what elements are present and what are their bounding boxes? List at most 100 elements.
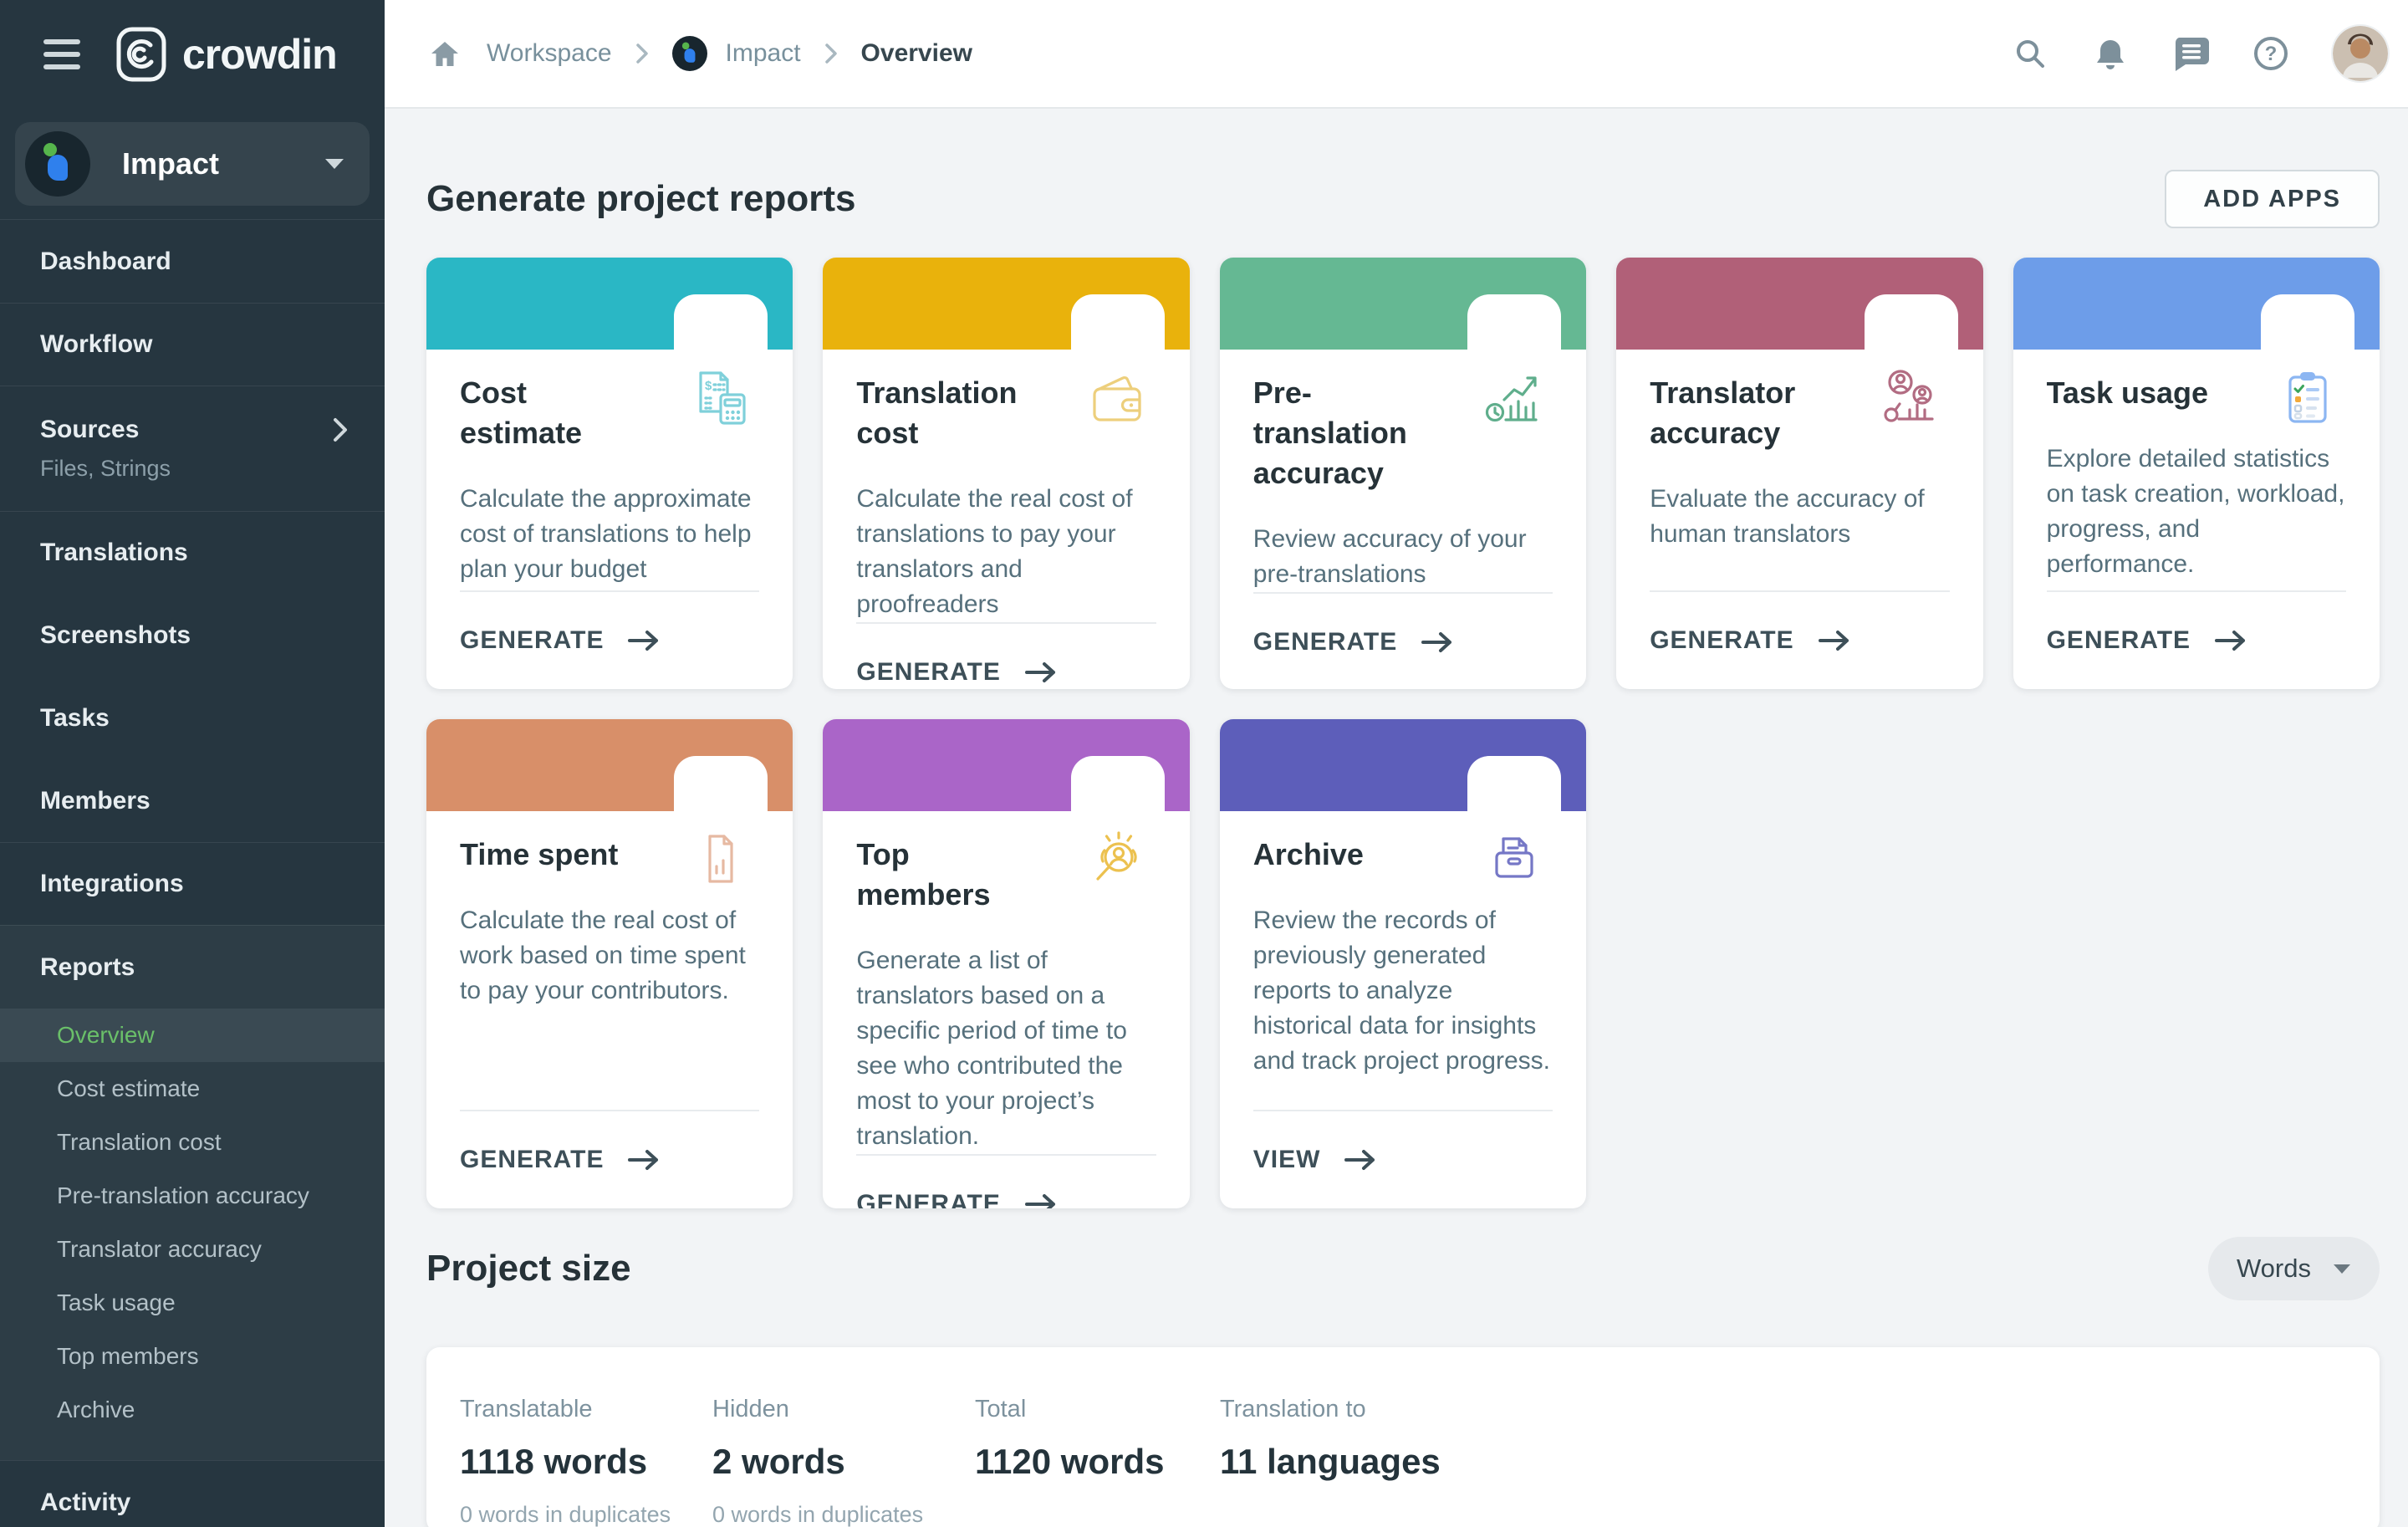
translators-stats-icon [1864,294,1958,422]
search-icon[interactable] [2012,35,2048,72]
card-pre-translation-accuracy: Pre-translation accuracy Review accuracy… [1219,258,1587,689]
help-icon[interactable]: ? [2252,35,2289,72]
card-description: Explore detailed statistics on task crea… [2046,445,2345,578]
invoice-calculator-icon: $ [674,294,768,425]
hamburger-menu-icon[interactable] [43,39,80,69]
arrow-right-icon [2214,629,2247,652]
card-description: Calculate the real cost of work based on… [460,906,746,1004]
sidebar-subitem-translation-cost[interactable]: Translation cost [57,1129,222,1155]
messages-icon[interactable] [2172,35,2209,72]
project-selector[interactable]: Impact [15,122,370,206]
stat-translation-to: Translation to 11 languages [1220,1396,1441,1481]
sidebar-subitem-archive[interactable]: Archive [57,1397,135,1422]
sidebar-item-workflow[interactable]: Workflow [0,303,385,386]
svg-text:$: $ [705,379,712,393]
chevron-right-icon [333,417,348,442]
topbar-actions: ? [2012,26,2388,81]
card-top-members: Top members Generate a list of translato… [823,719,1190,1208]
card-title: Time spent [460,837,619,871]
sidebar-nav: Dashboard Workflow Sources Files, String… [0,220,385,1527]
wallet-icon [1070,294,1165,421]
card-title: Translation cost [856,375,1018,450]
sidebar-item-reports[interactable]: Reports [40,952,135,981]
generate-pre-translation-accuracy-button[interactable]: GENERATE [1252,592,1553,689]
page-content: Generate project reports ADD APPS $ [385,109,2408,1527]
sidebar-reports-section: Reports Overview Cost estimate Translati… [0,925,385,1460]
sidebar-item-members[interactable]: Members [40,786,150,815]
sidebar-subitem-cost-estimate[interactable]: Cost estimate [57,1075,201,1101]
sidebar-subitem-top-members[interactable]: Top members [57,1343,199,1369]
card-title: Task usage [2046,375,2209,410]
sidebar-item-sources[interactable]: Sources Files, Strings [0,386,385,511]
card-color-band [1616,258,1983,422]
sidebar-item-activity[interactable]: Activity [0,1460,385,1527]
svg-text:?: ? [2265,43,2278,65]
generate-task-usage-button[interactable]: GENERATE [2046,590,2346,689]
breadcrumb-project[interactable]: Impact [671,36,801,71]
arrow-right-icon [1024,661,1058,684]
sidebar-item-tasks[interactable]: Tasks [40,703,110,732]
card-title: Translator accuracy [1650,375,1796,450]
sidebar-header: crowdin [0,0,385,109]
arrow-right-icon [627,629,661,652]
arrow-right-icon [1818,629,1851,652]
sidebar-subitem-pre-translation-accuracy[interactable]: Pre-translation accuracy [57,1182,309,1208]
accuracy-chart-icon [1467,294,1562,422]
units-dropdown[interactable]: Words [2207,1237,2380,1300]
generate-translation-cost-button[interactable]: GENERATE [856,622,1156,689]
chevron-down-icon [2333,1264,2351,1274]
breadcrumb-current-page: Overview [860,39,972,67]
card-description: Calculate the real cost of translations … [856,485,1133,618]
card-task-usage: Task usage Explore detailed statistics o… [2013,258,2380,689]
card-archive: Archive Review the records of previously… [1219,719,1587,1208]
arrow-right-icon [1344,1148,1377,1172]
sidebar-item-sources-sub: Files, Strings [40,456,171,481]
sidebar-item-screenshots[interactable]: Screenshots [40,621,191,649]
home-icon[interactable] [426,35,463,72]
crowdin-logo[interactable]: crowdin [115,27,338,82]
project-avatar [25,131,90,197]
card-title: Top members [856,837,991,912]
project-size-title: Project size [426,1248,631,1289]
card-color-band [2013,258,2380,423]
project-name: Impact [122,146,220,181]
arrow-right-icon [627,1148,661,1172]
sidebar-item-integrations[interactable]: Integrations [0,842,385,925]
sidebar-item-translations[interactable]: Translations [0,511,385,594]
breadcrumb-workspace[interactable]: Workspace [487,39,612,67]
add-apps-button[interactable]: ADD APPS [2165,170,2380,228]
user-avatar[interactable] [2333,26,2388,81]
card-color-band [823,258,1190,421]
view-archive-button[interactable]: VIEW [1252,1110,1553,1208]
card-color-band [1219,719,1587,878]
generate-top-members-button[interactable]: GENERATE [856,1154,1156,1208]
generate-cost-estimate-button[interactable]: GENERATE [460,590,760,689]
card-description: Calculate the approximate cost of transl… [460,485,752,583]
card-title: Pre-translation accuracy [1252,375,1407,490]
card-translator-accuracy: Translator accuracy Evaluate the accurac… [1616,258,1983,689]
arrow-right-icon [1024,1192,1058,1208]
card-translation-cost: Translation cost Calculate the real cost… [823,258,1190,689]
sidebar-subitem-translator-accuracy[interactable]: Translator accuracy [57,1236,262,1262]
notifications-bell-icon[interactable] [2092,35,2129,72]
card-description: Evaluate the accuracy of human translato… [1650,485,1925,548]
sidebar-subitem-task-usage[interactable]: Task usage [57,1290,176,1315]
project-size-stats-card: Translatable 1118 words 0 words in dupli… [426,1347,2380,1527]
card-description: Generate a list of translators based on … [856,947,1127,1150]
generate-translator-accuracy-button[interactable]: GENERATE [1650,590,1950,689]
sidebar-item-dashboard[interactable]: Dashboard [40,247,171,275]
task-clipboard-icon [2260,294,2354,423]
crowdin-logo-icon [115,27,167,82]
card-description: Review the records of previously generat… [1252,906,1550,1075]
generate-time-spent-button[interactable]: GENERATE [460,1110,760,1208]
card-color-band: $ [426,258,793,425]
project-selector-wrap: Impact [0,109,385,220]
card-color-band [1219,258,1587,422]
sidebar-subitem-overview[interactable]: Overview [0,1009,385,1062]
card-color-band [823,719,1190,881]
stat-translatable: Translatable 1118 words 0 words in dupli… [460,1396,671,1527]
project-avatar-small [671,36,707,71]
main-area: Workspace Impact [385,0,2408,1527]
card-title: Archive [1252,837,1364,871]
